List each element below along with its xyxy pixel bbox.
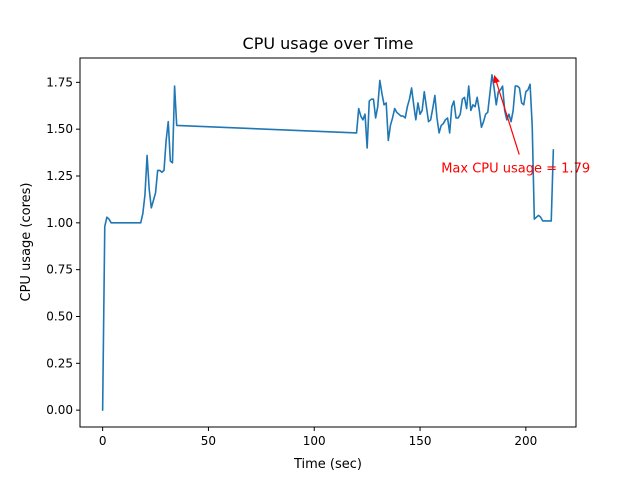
x-tick-label: 150 (409, 434, 432, 448)
y-axis: 0.00 0.25 0.50 0.75 1.00 1.25 1.50 1.75 (46, 75, 80, 417)
annotation-arrow (494, 77, 520, 155)
x-axis-label: Time (sec) (293, 457, 362, 472)
annotation-arrowhead (493, 74, 500, 84)
plot-area: Max CPU usage = 1.79 (79, 57, 590, 428)
y-tick-label: 1.50 (46, 122, 73, 136)
y-tick-label: 0.50 (46, 309, 73, 323)
x-tick-label: 0 (99, 434, 107, 448)
chart-title: CPU usage over Time (243, 34, 414, 53)
y-tick-label: 1.75 (46, 75, 73, 89)
y-tick-label: 0.75 (46, 263, 73, 277)
x-tick-label: 200 (514, 434, 537, 448)
x-tick-label: 50 (201, 434, 216, 448)
y-axis-label: CPU usage (cores) (19, 183, 34, 302)
x-tick-label: 100 (303, 434, 326, 448)
y-tick-label: 0.00 (46, 403, 73, 417)
plot-frame (79, 57, 577, 428)
y-tick-label: 1.25 (46, 169, 73, 183)
y-tick-label: 1.00 (46, 216, 73, 230)
x-axis: 0 50 100 150 200 (99, 427, 537, 448)
annotation-label: Max CPU usage = 1.79 (441, 162, 590, 177)
cpu-usage-line (101, 74, 555, 411)
y-tick-label: 0.25 (46, 356, 73, 370)
